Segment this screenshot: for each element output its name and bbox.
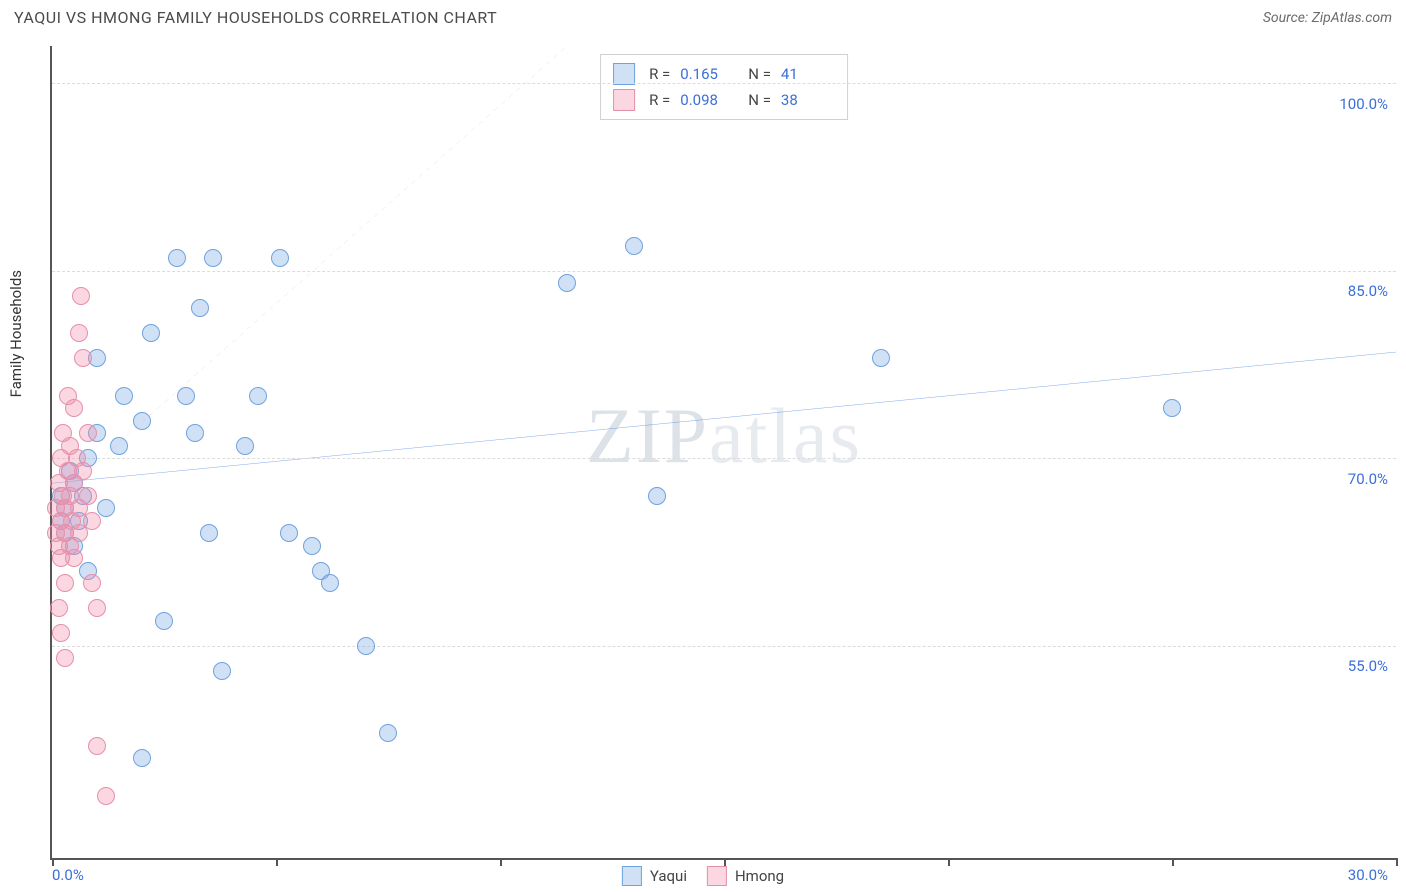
data-point <box>271 249 289 267</box>
data-point <box>155 612 173 630</box>
data-point <box>88 599 106 617</box>
data-point <box>200 524 218 542</box>
gridline <box>52 271 1396 272</box>
data-point <box>74 462 92 480</box>
data-point <box>249 387 267 405</box>
data-point <box>213 662 231 680</box>
r-label: R = <box>649 65 670 83</box>
watermark-prefix: ZIP <box>586 392 709 479</box>
plot-area: ZIPatlas R = 0.165 N = 41 R = 0.098 N = … <box>50 46 1396 860</box>
data-point <box>321 574 339 592</box>
data-point <box>88 737 106 755</box>
data-point <box>379 724 397 742</box>
data-point <box>56 574 74 592</box>
r-label: R = <box>649 91 670 109</box>
data-point <box>79 424 97 442</box>
x-tick <box>948 858 950 866</box>
data-point <box>648 487 666 505</box>
data-point <box>65 399 83 417</box>
data-point <box>280 524 298 542</box>
data-point <box>83 574 101 592</box>
swatch-hmong <box>613 89 635 111</box>
r-value-yaqui: 0.165 <box>680 65 734 83</box>
legend-label-yaqui: Yaqui <box>650 867 687 885</box>
data-point <box>74 349 92 367</box>
data-point <box>50 599 68 617</box>
legend-item-yaqui: Yaqui <box>622 866 687 886</box>
swatch-hmong <box>707 866 727 886</box>
y-axis-label: Family Households <box>7 270 25 397</box>
x-tick <box>1172 858 1174 866</box>
n-label: N = <box>748 91 771 109</box>
data-point <box>83 512 101 530</box>
series-legend: Yaqui Hmong <box>622 866 784 886</box>
gridline <box>52 458 1396 459</box>
trend-lines <box>52 46 1396 858</box>
data-point <box>72 287 90 305</box>
gridline <box>52 83 1396 84</box>
data-point <box>79 487 97 505</box>
legend-row-hmong: R = 0.098 N = 38 <box>613 87 835 113</box>
legend-label-hmong: Hmong <box>735 867 784 885</box>
correlation-legend: R = 0.165 N = 41 R = 0.098 N = 38 <box>600 54 848 120</box>
data-point <box>133 412 151 430</box>
data-point <box>625 237 643 255</box>
data-point <box>1163 399 1181 417</box>
n-value-yaqui: 41 <box>781 65 835 83</box>
data-point <box>70 324 88 342</box>
x-tick <box>52 858 54 866</box>
data-point <box>56 649 74 667</box>
data-point <box>177 387 195 405</box>
data-point <box>133 749 151 767</box>
data-point <box>204 249 222 267</box>
watermark-suffix: atlas <box>709 392 862 479</box>
data-point <box>97 787 115 805</box>
data-point <box>303 537 321 555</box>
swatch-yaqui <box>613 63 635 85</box>
data-point <box>236 437 254 455</box>
data-point <box>110 437 128 455</box>
data-point <box>191 299 209 317</box>
chart-title: YAQUI VS HMONG FAMILY HOUSEHOLDS CORRELA… <box>14 8 497 27</box>
data-point <box>357 637 375 655</box>
n-value-hmong: 38 <box>781 91 835 109</box>
r-value-hmong: 0.098 <box>680 91 734 109</box>
x-tick <box>276 858 278 866</box>
y-tick-label: 100.0% <box>1339 95 1388 113</box>
data-point <box>52 624 70 642</box>
data-point <box>142 324 160 342</box>
data-point <box>168 249 186 267</box>
trend-line <box>52 352 1396 483</box>
chart-container: ZIPatlas R = 0.165 N = 41 R = 0.098 N = … <box>50 46 1396 860</box>
chart-source: Source: ZipAtlas.com <box>1263 10 1392 26</box>
data-point <box>558 274 576 292</box>
legend-item-hmong: Hmong <box>707 866 784 886</box>
swatch-yaqui <box>622 866 642 886</box>
x-tick <box>724 858 726 866</box>
data-point <box>872 349 890 367</box>
y-tick-label: 55.0% <box>1348 657 1388 675</box>
data-point <box>186 424 204 442</box>
data-point <box>115 387 133 405</box>
x-tick <box>500 858 502 866</box>
x-tick <box>1396 858 1398 866</box>
x-max-label: 30.0% <box>1348 866 1388 884</box>
trend-line <box>52 46 567 502</box>
watermark: ZIPatlas <box>586 391 862 481</box>
y-tick-label: 85.0% <box>1348 282 1388 300</box>
n-label: N = <box>748 65 771 83</box>
data-point <box>65 549 83 567</box>
y-tick-label: 70.0% <box>1348 470 1388 488</box>
x-min-label: 0.0% <box>52 866 84 884</box>
gridline <box>52 646 1396 647</box>
